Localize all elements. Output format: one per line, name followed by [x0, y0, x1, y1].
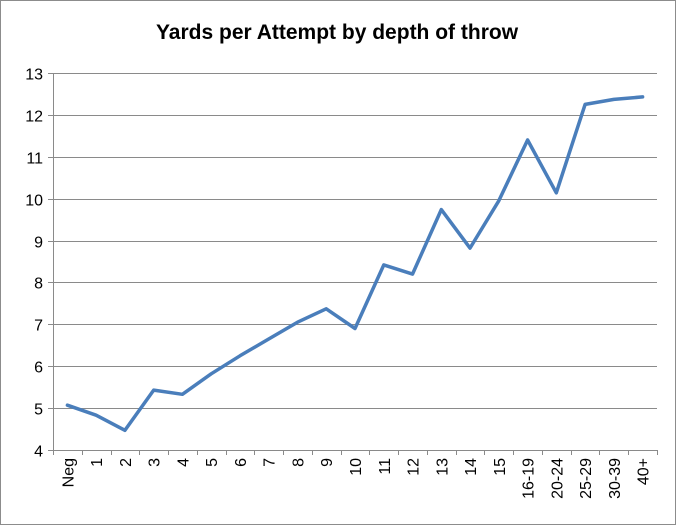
y-tick-label: 4	[34, 444, 43, 461]
x-tick-label: 13	[434, 458, 451, 476]
x-tick-label: 8	[290, 458, 307, 467]
y-tick-label: 5	[34, 402, 43, 419]
x-tick-label: 20-24	[549, 458, 566, 499]
series-lines	[65, 95, 645, 433]
x-tick-label: 6	[233, 458, 250, 467]
x-tick-label: 40+	[636, 458, 653, 485]
y-tick-label: 12	[25, 109, 43, 126]
x-tick-label: 9	[319, 458, 336, 467]
y-tick-label: 11	[26, 151, 43, 168]
y-tick-label: 9	[34, 235, 43, 252]
y-tick-label: 8	[34, 276, 43, 293]
x-tick-label: 12	[406, 458, 423, 476]
x-tick-label: 25-29	[578, 458, 595, 499]
y-tick-label: 6	[34, 360, 43, 377]
axes	[48, 73, 658, 455]
x-tick-label: 10	[348, 458, 365, 476]
y-axis-tick-labels: 4 5 6 7 8 9 10 11 12 13	[25, 67, 43, 461]
series-line-0	[65, 95, 645, 433]
x-tick-label: 30-39	[607, 458, 624, 499]
x-tick-label: 16-19	[521, 458, 538, 499]
x-tick-label: 11	[377, 458, 394, 475]
gridlines	[53, 73, 657, 409]
x-axis-tick-labels: Neg 1 2 3 4 5 6 7 8 9 10 11 12 13 14 15 16-19 20-24 25-29 3…	[60, 458, 652, 499]
x-tick-label: 4	[175, 458, 192, 467]
chart-title: Yards per Attempt by depth of throw	[156, 21, 519, 44]
x-tick-label: 1	[89, 458, 106, 467]
y-tick-label: 13	[25, 67, 43, 84]
y-tick-label: 7	[34, 318, 43, 335]
x-tick-label: 5	[204, 458, 221, 467]
x-tick-label: 3	[147, 458, 164, 467]
x-tick-label: 2	[118, 458, 135, 467]
x-tick-label: 14	[463, 458, 480, 476]
x-tick-label: Neg	[60, 458, 77, 487]
x-tick-label: 7	[262, 458, 279, 467]
y-tick-label: 10	[25, 193, 43, 210]
x-tick-label: 15	[492, 458, 509, 476]
